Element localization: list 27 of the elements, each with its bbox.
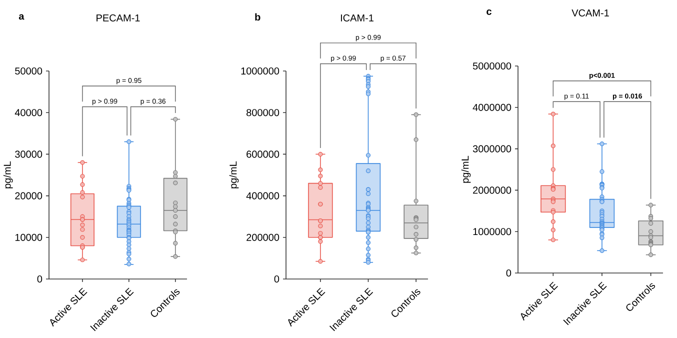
y-axis-title: pg/mL xyxy=(229,161,239,188)
y-tick-label: 10000 xyxy=(15,234,42,241)
text: b xyxy=(255,13,260,21)
y-tick-label: 3000000 xyxy=(472,145,512,152)
y-tick-label: 50000 xyxy=(15,67,42,75)
y-tick-label: 1000000 xyxy=(473,228,512,236)
y-axis-title: pg/mL xyxy=(461,156,471,183)
y-tick-label: 0 xyxy=(506,269,512,277)
y-tick-label: 200000 xyxy=(246,234,280,241)
y-tick-label: 30000 xyxy=(15,150,42,158)
y-tick-label: 2000000 xyxy=(473,186,512,194)
chart-title: VCAM-1 xyxy=(572,9,609,16)
y-tick-label: 40000 xyxy=(14,109,42,116)
y-tick-label: 800000 xyxy=(246,109,280,116)
text: a xyxy=(18,14,24,20)
y-tick-label: 400000 xyxy=(246,192,280,200)
y-tick-label: 0 xyxy=(274,275,280,283)
chart-title: ICAM-1 xyxy=(340,14,374,22)
y-tick-label: 600000 xyxy=(246,150,280,158)
y-tick-label: 20000 xyxy=(15,192,42,200)
y-tick-label: 1000000 xyxy=(241,67,280,75)
y-axis-title: pg/mL xyxy=(3,161,13,188)
chart-title: PECAM-1 xyxy=(96,14,140,22)
y-tick-label: 4000000 xyxy=(472,104,512,111)
y-tick-label: 5000000 xyxy=(472,62,512,70)
text: c xyxy=(486,9,492,15)
y-tick-label: 0 xyxy=(37,275,42,283)
